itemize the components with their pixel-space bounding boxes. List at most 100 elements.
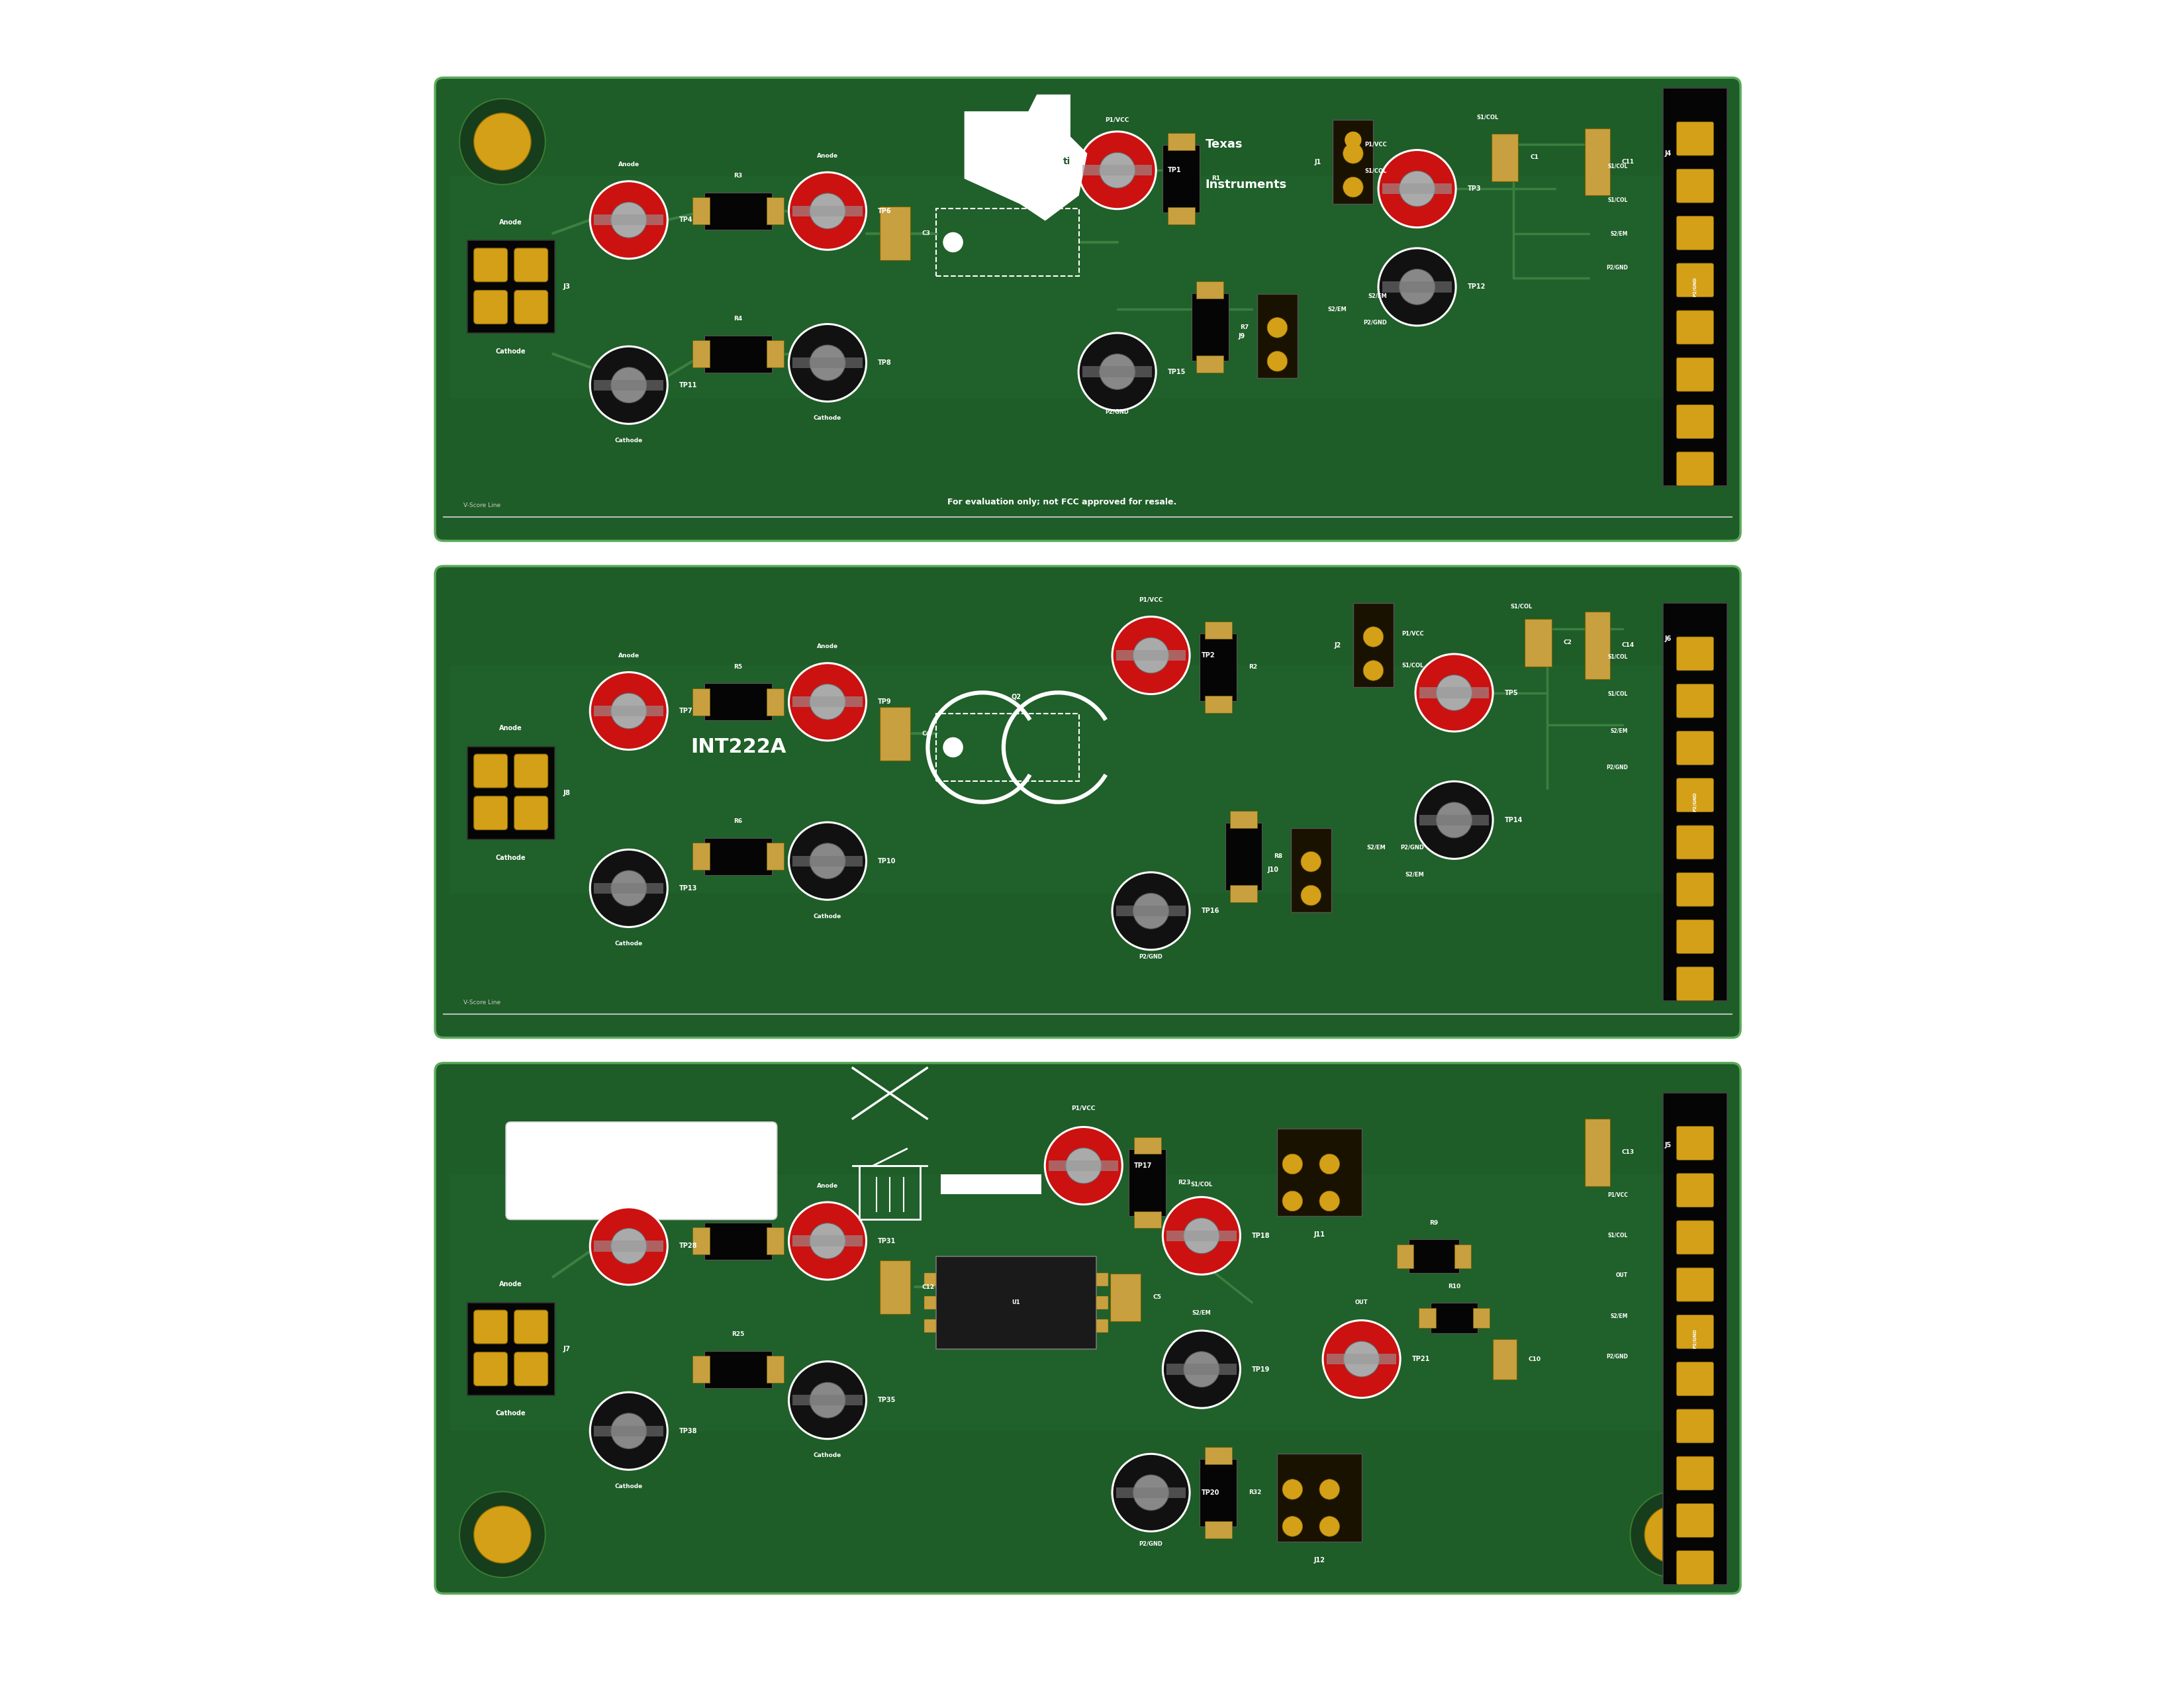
- Circle shape: [1319, 1155, 1339, 1175]
- Text: TP18: TP18: [1251, 1232, 1271, 1239]
- Circle shape: [1099, 152, 1136, 187]
- Circle shape: [612, 694, 646, 729]
- Bar: [1199, 1458, 1236, 1526]
- Text: C12: C12: [922, 1285, 935, 1290]
- FancyBboxPatch shape: [1677, 216, 1714, 250]
- Bar: [705, 192, 771, 230]
- FancyBboxPatch shape: [474, 290, 507, 324]
- Bar: [1524, 619, 1553, 667]
- Text: TP31: TP31: [878, 1237, 895, 1244]
- Text: TP2: TP2: [1201, 652, 1214, 658]
- Text: TP35: TP35: [878, 1398, 895, 1403]
- FancyBboxPatch shape: [1677, 778, 1714, 812]
- Bar: [1326, 1354, 1396, 1364]
- Text: P2/GND: P2/GND: [1363, 319, 1387, 326]
- Text: Anode: Anode: [817, 1183, 839, 1188]
- Circle shape: [612, 871, 646, 906]
- Circle shape: [1343, 143, 1363, 164]
- Bar: [692, 341, 710, 368]
- Text: P2/GND: P2/GND: [1693, 1328, 1697, 1349]
- FancyBboxPatch shape: [435, 565, 1741, 1038]
- Bar: [793, 697, 863, 707]
- Circle shape: [788, 663, 867, 741]
- Circle shape: [474, 1506, 531, 1563]
- Bar: [1492, 133, 1518, 181]
- FancyBboxPatch shape: [1677, 1504, 1714, 1538]
- Circle shape: [943, 738, 963, 758]
- Text: J11: J11: [1315, 1231, 1326, 1237]
- Bar: [1096, 1273, 1107, 1286]
- Circle shape: [1133, 1475, 1168, 1511]
- Text: J8: J8: [563, 790, 570, 797]
- Circle shape: [590, 1207, 668, 1285]
- Bar: [1116, 906, 1186, 917]
- FancyBboxPatch shape: [1677, 684, 1714, 717]
- Text: R10: R10: [1448, 1283, 1461, 1290]
- FancyBboxPatch shape: [507, 1123, 778, 1220]
- Text: J3: J3: [563, 284, 570, 290]
- Bar: [1662, 88, 1728, 486]
- Text: Anode: Anode: [817, 154, 839, 159]
- Bar: [1206, 695, 1232, 712]
- Text: P2/GND: P2/GND: [1693, 792, 1697, 812]
- Bar: [937, 1256, 1096, 1349]
- Text: P2/GND: P2/GND: [1140, 1541, 1162, 1546]
- Circle shape: [1400, 170, 1435, 206]
- FancyBboxPatch shape: [513, 290, 548, 324]
- Bar: [1206, 1521, 1232, 1538]
- Text: P1/VCC: P1/VCC: [1607, 1192, 1627, 1198]
- Circle shape: [1343, 1342, 1380, 1377]
- Text: TP12: TP12: [1468, 284, 1485, 290]
- FancyBboxPatch shape: [474, 755, 507, 788]
- FancyBboxPatch shape: [1677, 1220, 1714, 1254]
- Bar: [767, 341, 784, 368]
- Text: C14: C14: [1623, 641, 1634, 648]
- Circle shape: [1363, 626, 1382, 647]
- Circle shape: [1112, 616, 1190, 694]
- Circle shape: [1112, 873, 1190, 950]
- Text: P1/VCC: P1/VCC: [1138, 598, 1164, 603]
- Bar: [705, 1222, 771, 1259]
- Text: C5: C5: [1153, 1295, 1162, 1300]
- Bar: [692, 842, 710, 869]
- Circle shape: [590, 672, 668, 749]
- Text: S2/EM: S2/EM: [1328, 306, 1348, 312]
- Bar: [467, 746, 555, 839]
- Bar: [450, 176, 1725, 398]
- Circle shape: [474, 113, 531, 170]
- FancyBboxPatch shape: [1677, 967, 1714, 1001]
- Circle shape: [788, 1202, 867, 1280]
- FancyBboxPatch shape: [1677, 263, 1714, 297]
- Text: Cathode: Cathode: [496, 854, 526, 861]
- Bar: [767, 842, 784, 869]
- Text: S1/COL: S1/COL: [1607, 690, 1627, 697]
- FancyBboxPatch shape: [1677, 873, 1714, 906]
- Text: TP17: TP17: [1133, 1163, 1153, 1170]
- Bar: [467, 241, 555, 333]
- Text: Q1: Q1: [1011, 189, 1022, 196]
- Text: P2/GND: P2/GND: [1605, 765, 1627, 770]
- Bar: [692, 197, 710, 225]
- Bar: [1197, 356, 1223, 373]
- FancyBboxPatch shape: [513, 248, 548, 282]
- Bar: [924, 1273, 937, 1286]
- Text: J2: J2: [1334, 641, 1341, 648]
- Text: Anode: Anode: [618, 653, 640, 658]
- FancyBboxPatch shape: [474, 1352, 507, 1386]
- FancyBboxPatch shape: [1677, 169, 1714, 203]
- Text: P2/GND: P2/GND: [1400, 844, 1424, 851]
- Bar: [1116, 1487, 1186, 1497]
- Text: C13: C13: [1623, 1150, 1634, 1155]
- Text: Anode: Anode: [500, 219, 522, 226]
- Text: P2/GND: P2/GND: [1140, 954, 1162, 959]
- Circle shape: [1267, 351, 1286, 371]
- Circle shape: [1302, 885, 1321, 905]
- FancyBboxPatch shape: [474, 1310, 507, 1344]
- Bar: [1162, 145, 1199, 213]
- Bar: [1230, 810, 1258, 827]
- Bar: [1382, 282, 1452, 292]
- FancyBboxPatch shape: [1677, 311, 1714, 344]
- Circle shape: [1184, 1352, 1219, 1388]
- Bar: [1230, 885, 1258, 901]
- Bar: [1662, 603, 1728, 1001]
